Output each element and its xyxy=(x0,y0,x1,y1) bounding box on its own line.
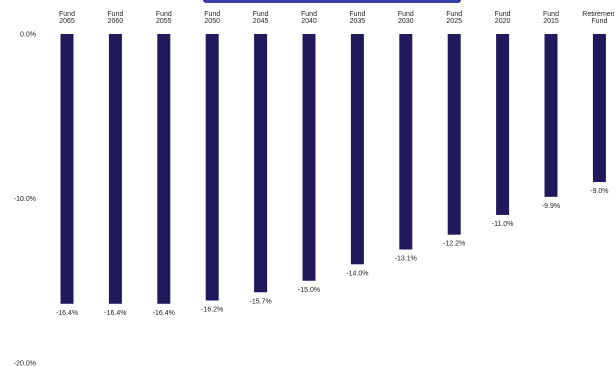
data-label: -15.0% xyxy=(298,287,320,294)
bar xyxy=(496,34,510,215)
data-label: -16.4% xyxy=(153,310,175,317)
data-label: -16.4% xyxy=(104,310,126,317)
category-label: Fund xyxy=(349,11,365,18)
data-label: -16.4% xyxy=(56,310,78,317)
data-label: -16.2% xyxy=(201,306,223,313)
category-label: Retirement xyxy=(582,11,615,18)
bar xyxy=(254,34,268,293)
category-label: 2015 xyxy=(543,18,559,25)
bar xyxy=(108,34,122,304)
category-label: 2065 xyxy=(59,18,75,25)
category-label: Fund xyxy=(301,11,317,18)
category-label: 2035 xyxy=(350,18,366,25)
chart-title-strip xyxy=(203,0,461,3)
bar xyxy=(544,34,558,197)
category-label: Fund xyxy=(591,18,607,25)
category-label: Fund xyxy=(495,11,511,18)
data-label: -13.1% xyxy=(395,255,417,262)
category-label: 2060 xyxy=(108,18,124,25)
bar xyxy=(399,34,413,250)
y-tick-label: 0.0% xyxy=(20,32,36,39)
category-label: 2040 xyxy=(301,18,317,25)
category-label: 2020 xyxy=(495,18,511,25)
category-label: Fund xyxy=(107,11,123,18)
category-label: Fund xyxy=(398,11,414,18)
category-label: 2055 xyxy=(156,18,172,25)
category-label: Fund xyxy=(446,11,462,18)
y-tick-label: -20.0% xyxy=(14,361,36,366)
bar xyxy=(350,34,364,265)
bar xyxy=(205,34,219,301)
category-label: Fund xyxy=(59,11,75,18)
category-label: 2045 xyxy=(253,18,269,25)
data-labels: -16.4% -16.4% -16.4% -16.2% -15.7% -15.0% -14.… xyxy=(56,188,609,317)
category-label: 2050 xyxy=(204,18,220,25)
bar xyxy=(302,34,316,281)
data-label: -9.9% xyxy=(542,203,560,210)
bar xyxy=(157,34,171,304)
category-label: Fund xyxy=(156,11,172,18)
y-tick-label: -10.0% xyxy=(14,196,36,203)
category-label: Fund xyxy=(204,11,220,18)
bar xyxy=(447,34,461,235)
category-labels: Fund2065Fund2060Fund2055Fund2050Fund2045… xyxy=(59,11,615,25)
category-label: 2030 xyxy=(398,18,414,25)
bar xyxy=(60,34,74,304)
data-label: -9.0% xyxy=(590,188,608,195)
bar xyxy=(592,34,606,183)
bars xyxy=(60,34,606,304)
category-label: 2025 xyxy=(446,18,462,25)
data-label: -14.0% xyxy=(346,270,368,277)
category-label: Fund xyxy=(543,11,559,18)
y-axis: 0.0% -10.0% -20.0% xyxy=(14,32,36,366)
data-label: -11.0% xyxy=(492,221,514,228)
data-label: -12.2% xyxy=(443,241,465,248)
data-label: -15.7% xyxy=(250,298,272,305)
category-label: Fund xyxy=(253,11,269,18)
